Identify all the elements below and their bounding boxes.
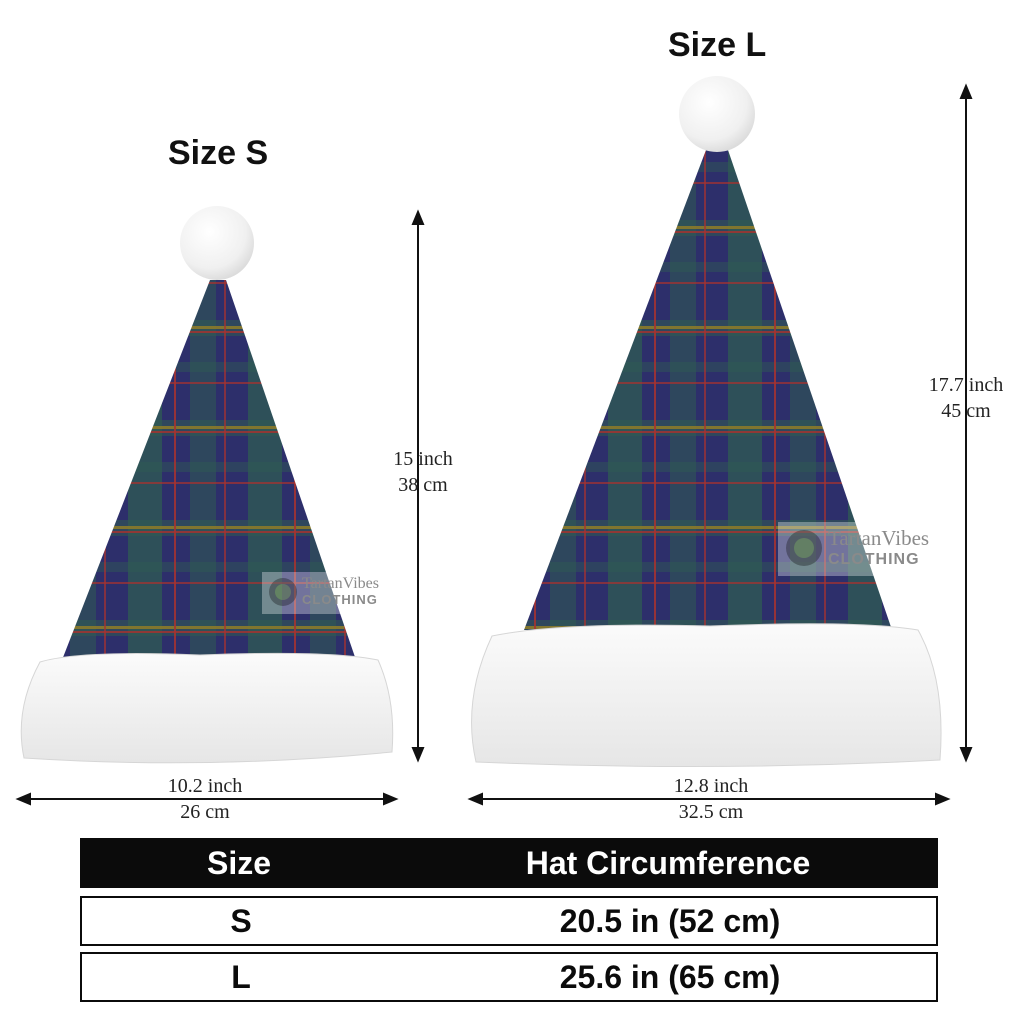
hat-small-fur-trim bbox=[20, 652, 394, 764]
watermark-logo-small bbox=[262, 572, 394, 614]
header-hat-circumference: Hat Circumference bbox=[525, 844, 811, 881]
hat-small bbox=[20, 206, 394, 764]
small-width-label: 10.2 inch 26 cm bbox=[150, 773, 260, 825]
hat-large-pompom bbox=[679, 76, 755, 152]
large-height-label: 17.7 inch 45 cm bbox=[916, 372, 1016, 424]
hat-small-body bbox=[62, 280, 356, 660]
row-l-size: L bbox=[231, 958, 251, 995]
size-s-title: Size S bbox=[168, 134, 269, 172]
table-row: L 25.6 in (65 cm) bbox=[80, 952, 938, 1002]
row-s-circumference: 20.5 in (52 cm) bbox=[559, 902, 781, 939]
small-width-inch: 10.2 inch bbox=[167, 775, 243, 797]
hat-small-pompom bbox=[180, 206, 254, 280]
large-width-inch: 12.8 inch bbox=[673, 775, 749, 797]
large-height-inch: 17.7 inch bbox=[928, 374, 1004, 396]
header-size: Size bbox=[206, 844, 272, 881]
row-s-size: S bbox=[230, 902, 252, 939]
large-width-label: 12.8 inch 32.5 cm bbox=[656, 773, 766, 825]
large-width-cm: 32.5 cm bbox=[678, 801, 744, 823]
watermark-large-line1: TartanVibes bbox=[828, 526, 930, 550]
small-height-cm: 38 cm bbox=[398, 474, 448, 496]
small-height-inch: 15 inch bbox=[393, 448, 453, 470]
watermark-large-line2: CLOTHING bbox=[828, 551, 920, 568]
hat-large bbox=[471, 76, 942, 768]
dimension-arrows bbox=[15, 83, 973, 806]
watermark-large: TartanVibes CLOTHING bbox=[828, 528, 929, 570]
watermark-small-line2: CLOTHING bbox=[302, 592, 378, 607]
large-height-cm: 45 cm bbox=[941, 400, 991, 422]
table-row: S 20.5 in (52 cm) bbox=[80, 896, 938, 946]
hat-large-fur-trim bbox=[471, 623, 942, 768]
row-l-circumference: 25.6 in (65 cm) bbox=[559, 958, 781, 995]
watermark-small: TartanVibes CLOTHING bbox=[302, 576, 379, 608]
small-height-label: 15 inch 38 cm bbox=[378, 446, 468, 498]
hat-large-body bbox=[524, 150, 892, 630]
watermark-logo-large bbox=[778, 522, 946, 576]
small-width-cm: 26 cm bbox=[180, 801, 230, 823]
size-l-title: Size L bbox=[668, 26, 767, 64]
size-table-header: Size Hat Circumference bbox=[80, 838, 938, 888]
watermark-small-line1: TartanVibes bbox=[302, 575, 379, 592]
